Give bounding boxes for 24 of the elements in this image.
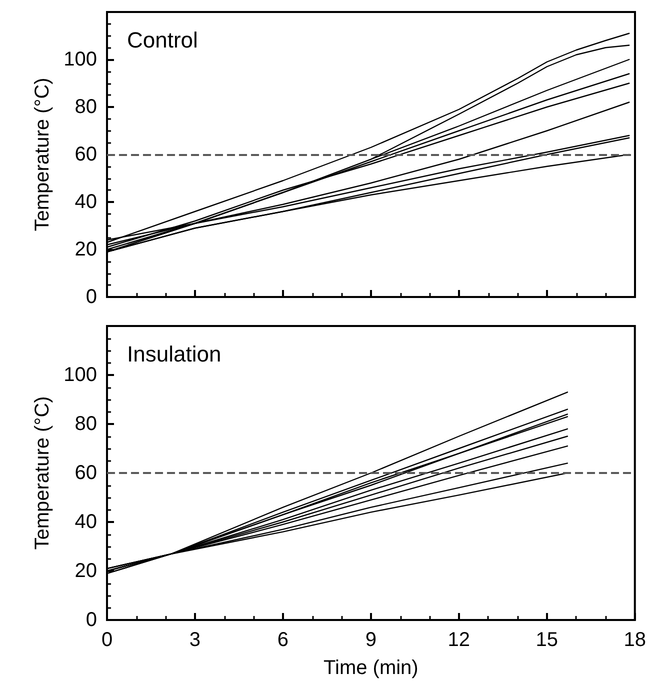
x-tick-label: 6 (277, 629, 289, 651)
x-tick-label: 12 (448, 629, 470, 651)
text: Control (127, 28, 198, 52)
y-tick-label: 80 (74, 96, 97, 118)
y-tick-label: 60 (74, 144, 97, 166)
y-axis-title: Temperature (°C) (32, 396, 54, 550)
x-tick-label: 3 (189, 629, 201, 651)
y-tick-label: 40 (74, 511, 97, 533)
y-tick-label: 60 (74, 462, 97, 484)
y-tick-label: 0 (86, 609, 97, 631)
y-axis-title: Temperature (°C) (32, 78, 54, 232)
x-tick-label: 9 (365, 629, 376, 651)
y-tick-label: 0 (86, 286, 97, 308)
text: Insulation (127, 342, 222, 366)
x-tick-label: 15 (536, 629, 558, 651)
x-axis-title: Time (min) (324, 657, 418, 679)
y-tick-label: 20 (74, 560, 97, 582)
y-tick-label: 80 (74, 413, 97, 435)
x-tick-label: 0 (101, 629, 113, 651)
x-tick-label: 18 (624, 629, 646, 651)
y-tick-label: 20 (74, 238, 97, 260)
y-tick-label: 100 (64, 364, 97, 386)
y-tick-label: 40 (74, 191, 97, 213)
y-tick-label: 100 (64, 48, 97, 70)
